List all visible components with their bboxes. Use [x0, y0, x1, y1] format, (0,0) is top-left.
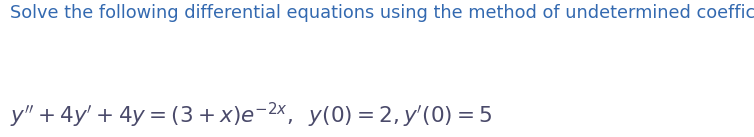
- Text: $y'' + 4y' + 4y = (3 + x)e^{-2x}, \;\; y(0) = 2, y'(0) = 5$: $y'' + 4y' + 4y = (3 + x)e^{-2x}, \;\; y…: [10, 101, 492, 130]
- Text: Solve the following differential equations using the method of undetermined coef: Solve the following differential equatio…: [10, 4, 754, 22]
